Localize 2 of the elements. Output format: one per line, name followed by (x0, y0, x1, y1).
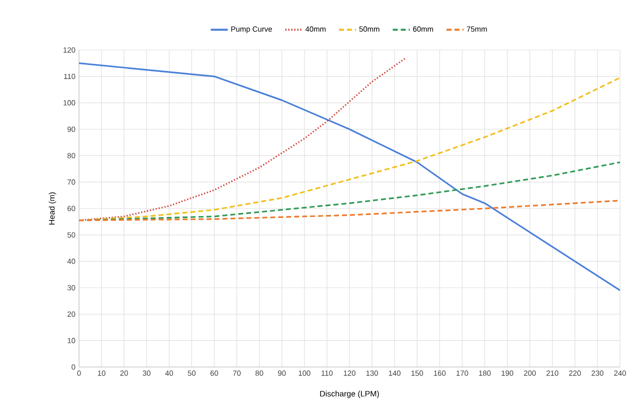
line-series (79, 200, 620, 222)
line-series (79, 62, 620, 292)
